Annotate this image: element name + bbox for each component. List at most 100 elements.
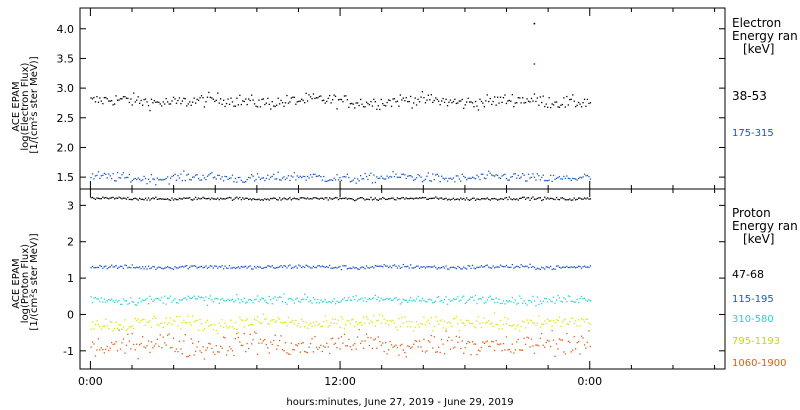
proton-point xyxy=(106,345,108,348)
electron-point xyxy=(111,100,113,102)
proton-point xyxy=(312,321,315,323)
proton-point xyxy=(564,318,566,320)
proton-point xyxy=(502,300,505,302)
proton-point xyxy=(171,301,173,303)
proton-point xyxy=(270,341,272,343)
electron-point xyxy=(162,101,164,103)
proton-point xyxy=(172,199,175,201)
electron-point xyxy=(175,102,178,104)
proton-point xyxy=(432,347,434,349)
proton-point xyxy=(192,296,194,299)
electron-point xyxy=(448,177,450,180)
electron-point xyxy=(270,108,272,110)
proton-point xyxy=(516,341,518,343)
electron-point xyxy=(532,100,534,102)
proton-point xyxy=(497,199,499,201)
electron-point xyxy=(301,98,303,100)
proton-point xyxy=(127,303,129,305)
proton-point xyxy=(513,301,515,304)
proton-point xyxy=(461,296,463,298)
proton-point xyxy=(273,319,275,321)
proton-point xyxy=(414,266,416,268)
proton-point xyxy=(368,267,371,269)
proton-point xyxy=(504,197,506,199)
proton-legend-series-2: 310-580 xyxy=(732,314,774,325)
proton-point xyxy=(373,339,375,341)
electron-point xyxy=(125,176,128,179)
proton-point xyxy=(433,301,435,304)
proton-point xyxy=(411,267,413,269)
proton-point xyxy=(502,198,505,201)
proton-point xyxy=(109,320,111,323)
electron-point xyxy=(589,102,592,104)
electron-point xyxy=(225,176,228,178)
proton-point xyxy=(165,303,167,305)
electron-point xyxy=(467,97,469,99)
proton-point xyxy=(455,268,457,270)
electron-point xyxy=(301,176,303,179)
proton-point xyxy=(390,344,393,346)
proton-point xyxy=(455,315,457,318)
proton-point xyxy=(480,298,483,300)
electron-point xyxy=(240,103,242,106)
electron-point xyxy=(245,181,247,183)
proton-point xyxy=(181,353,183,355)
proton-point xyxy=(279,339,281,342)
electron-point xyxy=(253,103,256,105)
proton-point xyxy=(265,343,267,346)
proton-point xyxy=(215,330,217,332)
proton-point xyxy=(286,325,288,327)
proton-point xyxy=(246,197,248,199)
proton-point xyxy=(224,198,226,200)
electron-point xyxy=(140,180,142,182)
proton-point xyxy=(365,265,368,267)
electron-legend-series-0: 38-53 xyxy=(732,89,767,103)
electron-point xyxy=(502,97,505,99)
proton-legend-title: Proton xyxy=(732,206,771,220)
proton-point xyxy=(299,265,301,267)
proton-point xyxy=(411,346,413,348)
proton-point xyxy=(583,265,586,267)
proton-point xyxy=(399,267,401,269)
electron-point xyxy=(274,178,276,180)
proton-point xyxy=(495,297,497,299)
proton-point xyxy=(177,351,179,353)
proton-point xyxy=(184,265,186,267)
proton-point xyxy=(333,343,335,345)
electron-point xyxy=(467,177,469,179)
proton-legend-series-0: 47-68 xyxy=(732,268,764,281)
electron-point xyxy=(312,93,315,95)
proton-point xyxy=(106,197,108,199)
proton-point xyxy=(306,327,309,329)
proton-point xyxy=(492,298,494,300)
proton-point xyxy=(172,299,175,301)
proton-point xyxy=(112,266,114,268)
proton-point xyxy=(287,316,290,319)
electron-point xyxy=(343,175,346,178)
electron-point xyxy=(279,179,281,181)
proton-point xyxy=(564,298,566,300)
proton-point xyxy=(161,322,163,324)
electron-point xyxy=(417,174,419,176)
proton-point xyxy=(320,326,322,328)
electron-point xyxy=(243,100,245,103)
proton-point xyxy=(438,198,440,200)
electron-point xyxy=(433,179,435,181)
proton-point xyxy=(569,321,571,323)
electron-point xyxy=(193,97,195,99)
electron-point xyxy=(585,105,587,107)
proton-point xyxy=(281,349,284,351)
electron-point xyxy=(228,177,231,180)
proton-point xyxy=(144,197,147,199)
proton-point xyxy=(530,266,533,269)
proton-point xyxy=(367,336,369,339)
proton-point xyxy=(265,266,267,268)
electron-point xyxy=(343,95,346,97)
proton-point xyxy=(112,300,114,302)
proton-point xyxy=(103,352,105,354)
electron-point xyxy=(223,99,225,101)
proton-point xyxy=(580,295,583,298)
proton-point xyxy=(94,355,97,357)
proton-point xyxy=(240,199,242,201)
proton-point xyxy=(442,327,444,329)
